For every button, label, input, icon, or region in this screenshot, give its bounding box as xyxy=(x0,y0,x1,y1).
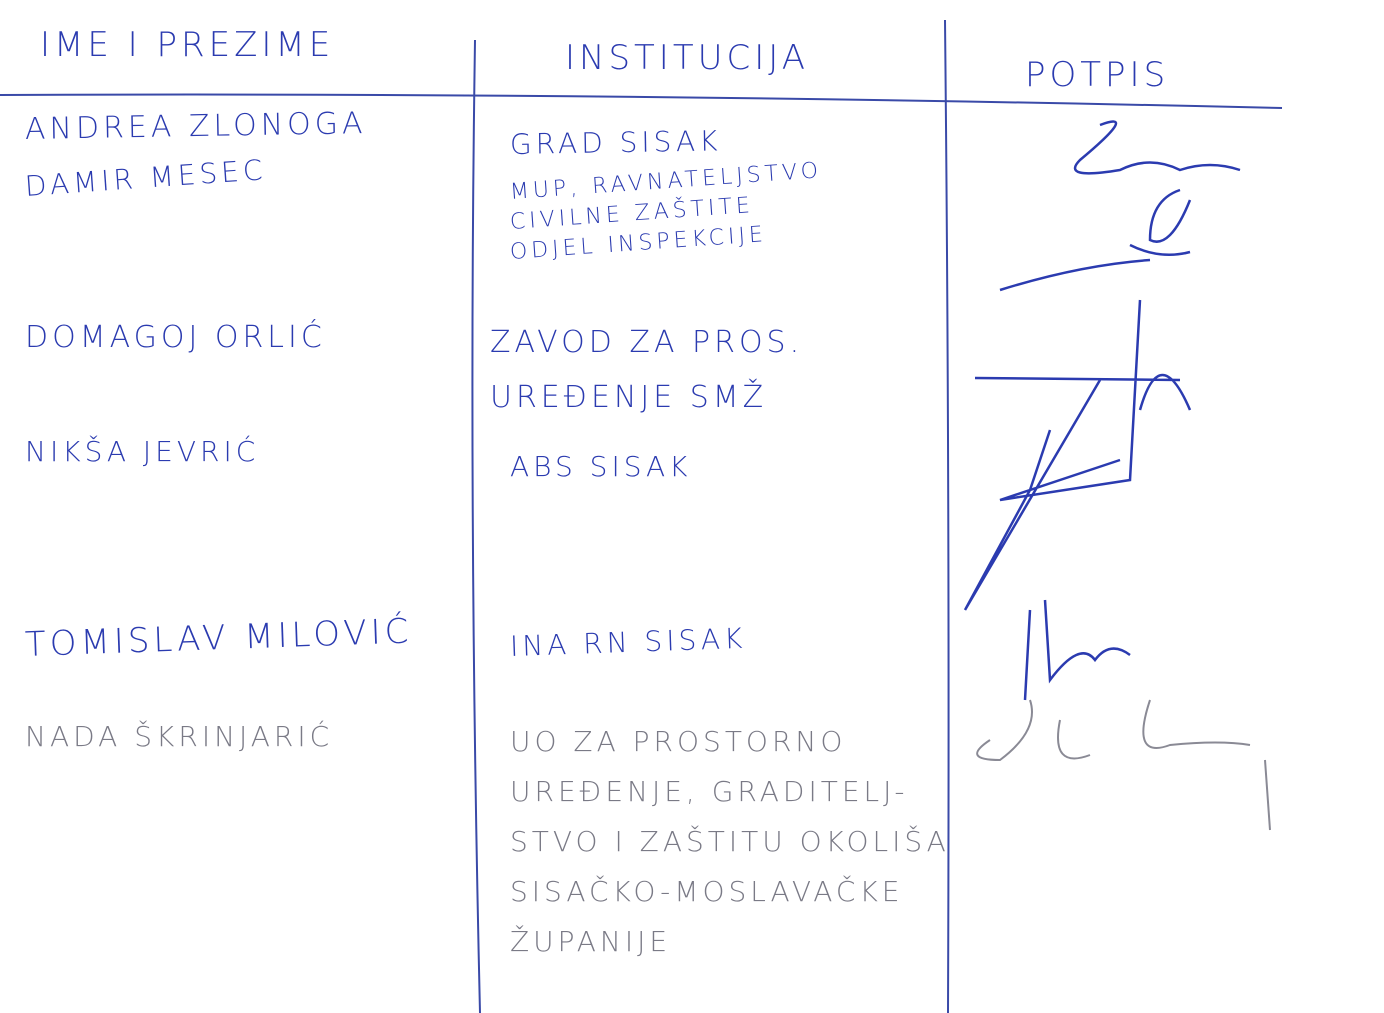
institution: UREĐENJE SMŽ xyxy=(490,380,768,415)
header-rule xyxy=(0,93,1283,109)
signature xyxy=(963,299,1192,611)
signature xyxy=(999,188,1192,292)
person-name: NIKŠA JEVRIĆ xyxy=(25,435,260,468)
institution: UREĐENJE, GRADITELJ- xyxy=(510,775,909,808)
column-header: IME I PREZIME xyxy=(40,25,335,65)
column-rule xyxy=(944,19,950,1013)
column-header: POTPIS xyxy=(1025,55,1170,95)
column-rule xyxy=(471,39,481,1013)
signature xyxy=(1023,599,1131,701)
institution: GRAD SISAK xyxy=(509,124,722,161)
person-name: ANDREA ZLONOGA xyxy=(24,106,367,147)
institution: ABS SISAK xyxy=(510,450,692,483)
institution: STVO I ZAŠTITU OKOLIŠA xyxy=(510,825,950,858)
institution: UO ZA PROSTORNO xyxy=(510,725,847,758)
institution: ŽUPANIJE xyxy=(510,925,672,958)
signature xyxy=(1073,120,1241,175)
person-name: NADA ŠKRINJARIĆ xyxy=(25,720,334,753)
column-header: INSTITUCIJA xyxy=(565,38,809,78)
institution: ZAVOD ZA PROS. xyxy=(490,325,804,360)
signatures xyxy=(963,120,1241,701)
person-name: DOMAGOJ ORLIĆ xyxy=(25,320,326,355)
signature xyxy=(976,699,1271,831)
institution: SISAČKO-MOSLAVAČKE xyxy=(510,875,904,908)
